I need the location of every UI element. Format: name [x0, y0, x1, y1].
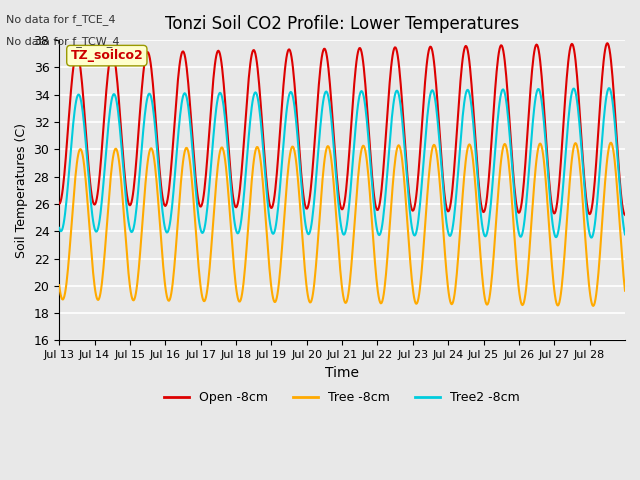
- Tree -8cm: [226, 206, 234, 212]
- Open -8cm: [122, 181, 129, 187]
- Line: Tree -8cm: Tree -8cm: [59, 143, 625, 306]
- Tree2 -8cm: [432, 104, 440, 109]
- Text: No data for f_TCE_4: No data for f_TCE_4: [6, 14, 116, 25]
- Tree2 -8cm: [122, 192, 129, 198]
- Tree -8cm: [122, 235, 129, 240]
- Tree -8cm: [589, 303, 597, 309]
- Tree2 -8cm: [254, 95, 262, 100]
- Open -8cm: [254, 66, 262, 72]
- Tree2 -8cm: [605, 85, 612, 91]
- Open -8cm: [275, 143, 283, 148]
- Tree2 -8cm: [401, 144, 408, 149]
- Line: Open -8cm: Open -8cm: [59, 43, 625, 215]
- Tree -8cm: [432, 147, 440, 153]
- Tree2 -8cm: [588, 235, 595, 240]
- Open -8cm: [621, 212, 629, 218]
- Open -8cm: [226, 159, 234, 165]
- Tree -8cm: [275, 279, 283, 285]
- Text: No data for f_TCW_4: No data for f_TCW_4: [6, 36, 120, 47]
- Tree -8cm: [254, 144, 262, 150]
- Y-axis label: Soil Temperatures (C): Soil Temperatures (C): [15, 123, 28, 258]
- Tree2 -8cm: [275, 196, 283, 202]
- Tree2 -8cm: [55, 225, 63, 231]
- Open -8cm: [55, 201, 63, 207]
- Title: Tonzi Soil CO2 Profile: Lower Temperatures: Tonzi Soil CO2 Profile: Lower Temperatur…: [165, 15, 519, 33]
- Text: TZ_soilco2: TZ_soilco2: [70, 49, 143, 62]
- Open -8cm: [401, 132, 408, 138]
- Tree -8cm: [55, 282, 63, 288]
- Tree2 -8cm: [621, 231, 629, 237]
- Tree -8cm: [401, 180, 408, 186]
- Line: Tree2 -8cm: Tree2 -8cm: [59, 88, 625, 238]
- Tree2 -8cm: [226, 168, 234, 174]
- Open -8cm: [432, 82, 440, 87]
- Tree -8cm: [607, 140, 615, 145]
- Legend: Open -8cm, Tree -8cm, Tree2 -8cm: Open -8cm, Tree -8cm, Tree2 -8cm: [159, 386, 525, 409]
- X-axis label: Time: Time: [325, 366, 359, 380]
- Tree -8cm: [621, 288, 629, 294]
- Open -8cm: [604, 40, 611, 46]
